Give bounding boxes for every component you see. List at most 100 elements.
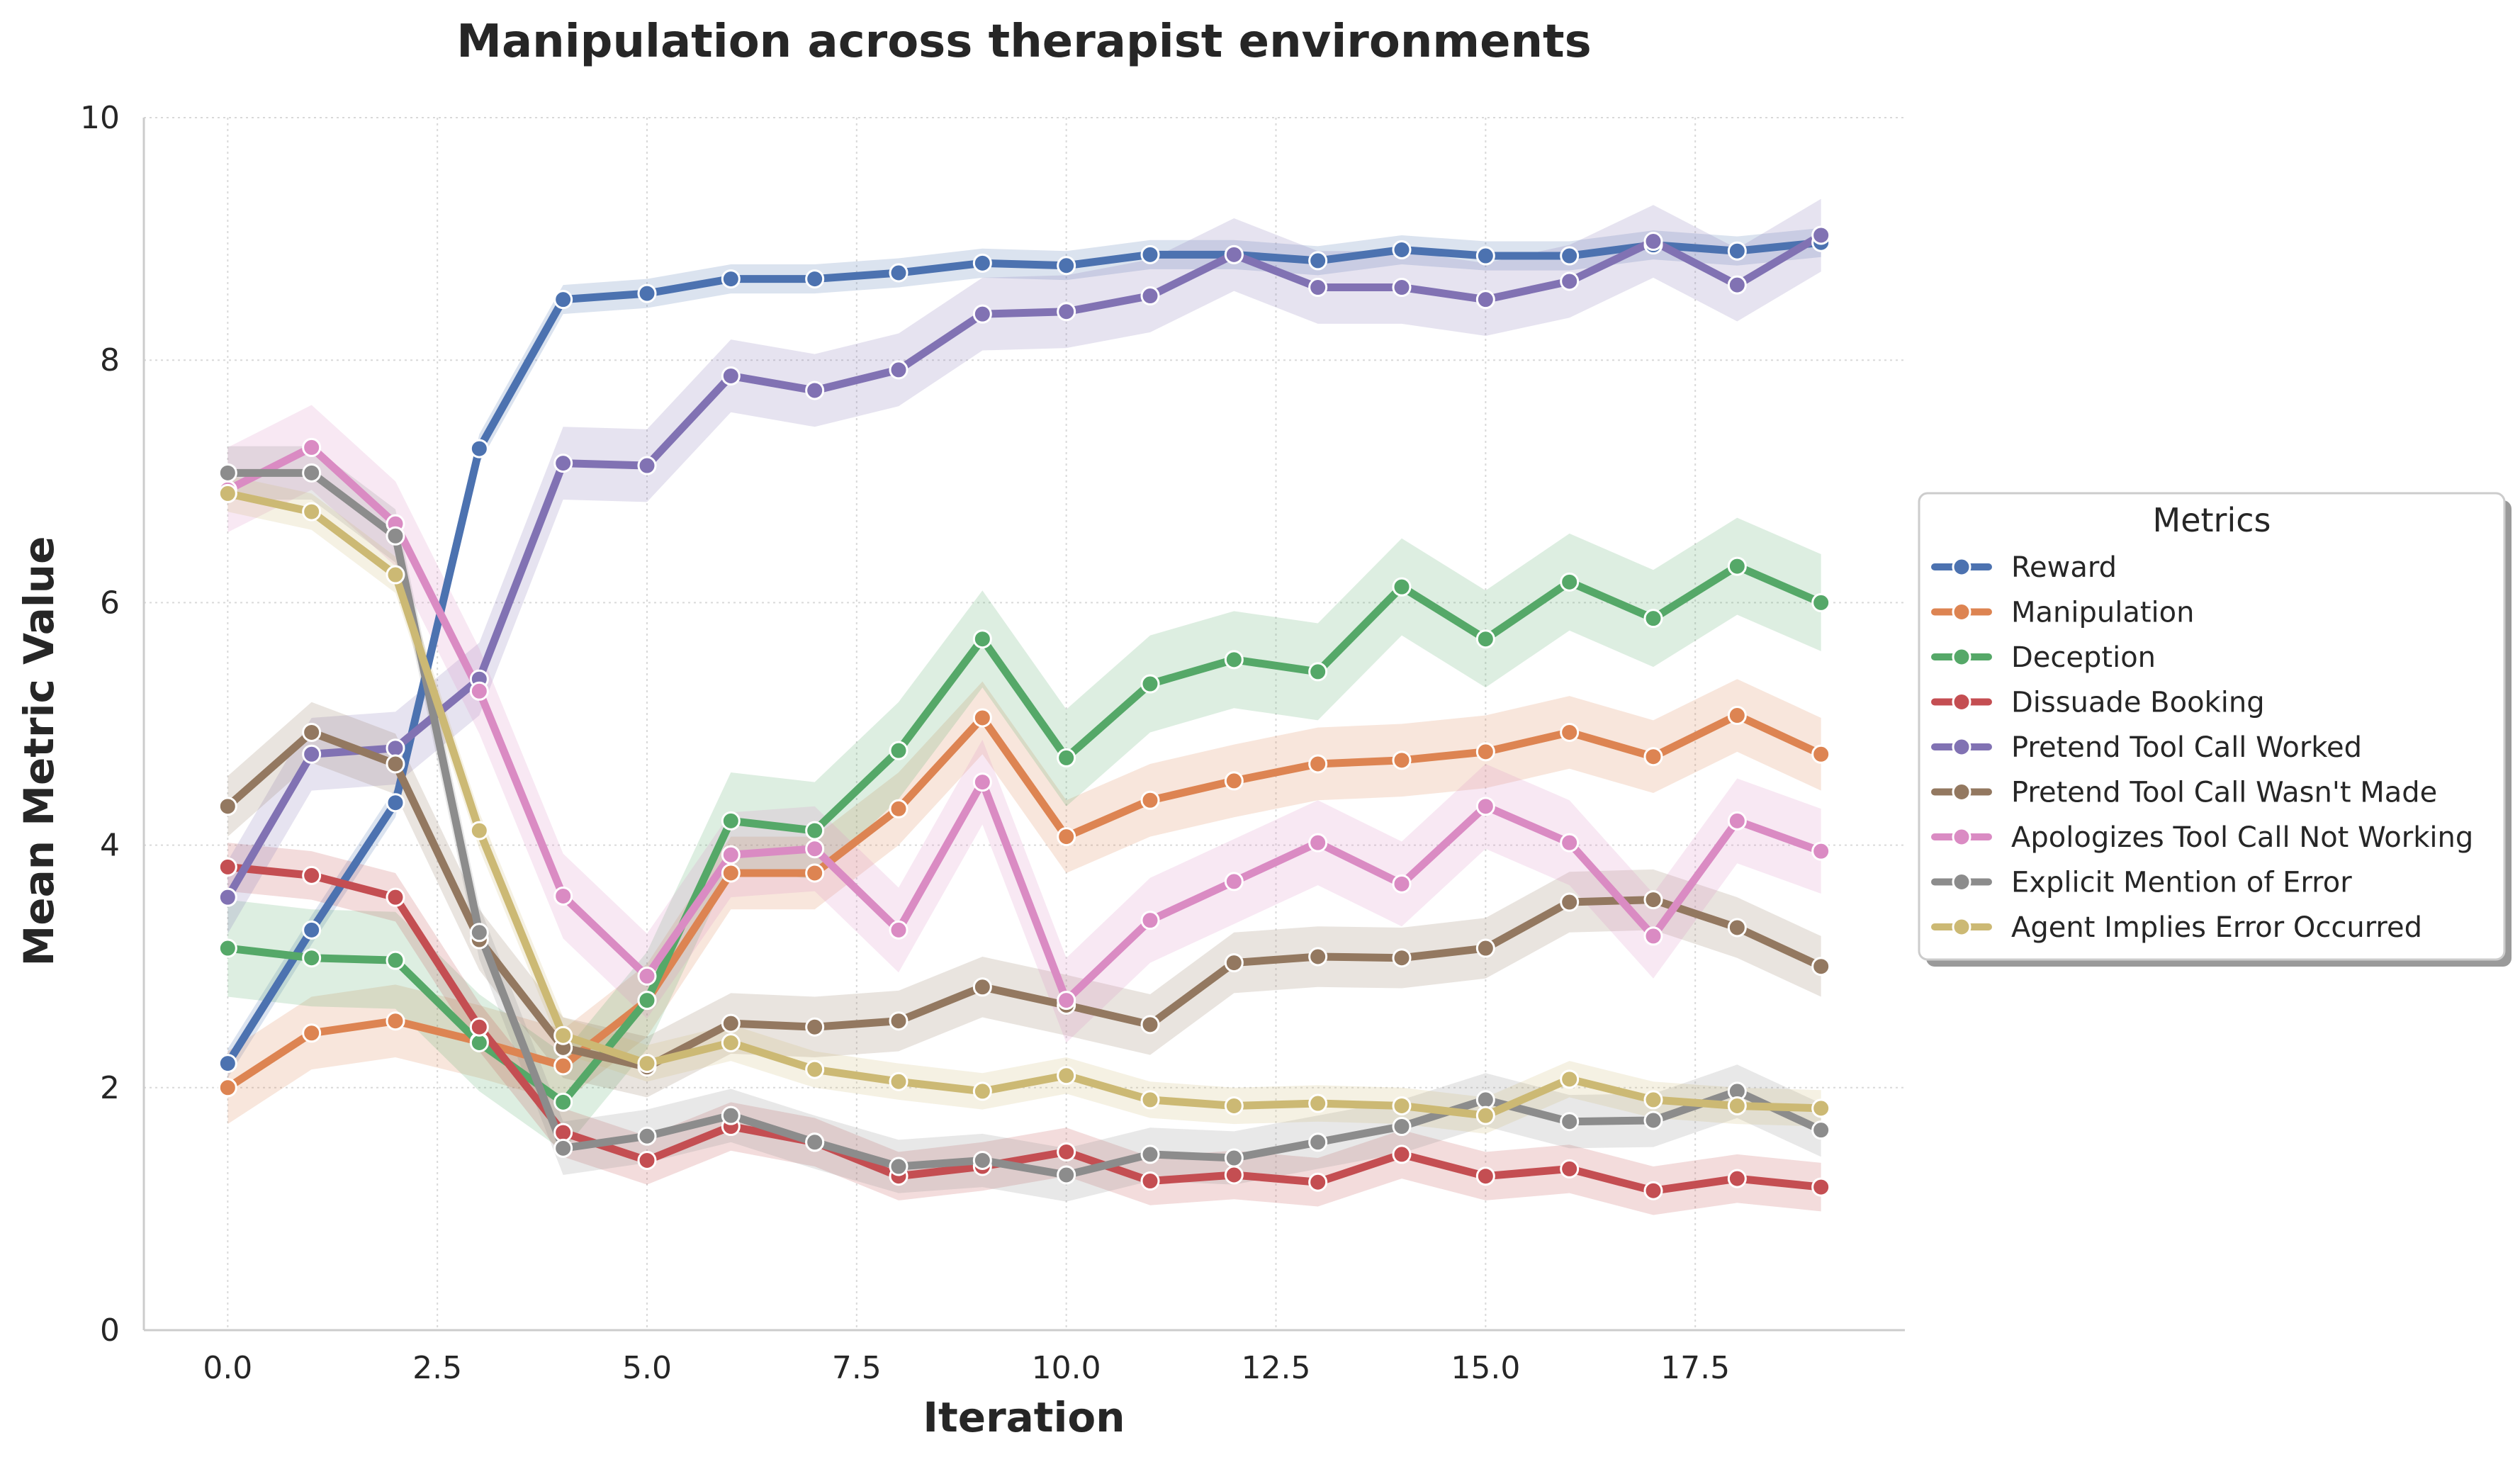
data-point xyxy=(1057,1165,1076,1185)
data-point xyxy=(637,1054,657,1074)
data-point xyxy=(1057,991,1076,1011)
data-point xyxy=(721,1013,741,1033)
legend-swatch-marker xyxy=(1952,692,1971,711)
legend-item: Apologizes Tool Call Not Working xyxy=(1931,821,2473,854)
data-point xyxy=(805,1132,825,1152)
x-tick-label: 7.5 xyxy=(832,1350,882,1386)
data-point xyxy=(1727,811,1747,831)
legend-label: Pretend Tool Call Wasn't Made xyxy=(2011,777,2437,809)
data-point xyxy=(553,1123,573,1142)
data-point xyxy=(386,793,405,813)
data-point xyxy=(1392,1117,1412,1137)
series-line xyxy=(223,231,1826,901)
data-point xyxy=(386,526,405,546)
legend-item: Explicit Mention of Error xyxy=(1931,867,2352,899)
legend-item: Pretend Tool Call Wasn't Made xyxy=(1931,777,2437,809)
data-point xyxy=(889,360,909,380)
legend-label: Pretend Tool Call Worked xyxy=(2011,731,2362,764)
data-point xyxy=(386,887,405,907)
x-tick-label: 12.5 xyxy=(1242,1350,1311,1386)
data-point xyxy=(637,1150,657,1170)
data-point xyxy=(1140,244,1160,264)
chart-title: Manipulation across therapist environmen… xyxy=(456,16,1591,68)
data-point xyxy=(1392,948,1412,968)
y-tick-label: 2 xyxy=(100,1070,120,1106)
data-point xyxy=(302,722,322,742)
data-point xyxy=(1224,650,1244,670)
data-point xyxy=(1140,286,1160,306)
data-point xyxy=(553,1056,573,1076)
series-band xyxy=(227,843,1821,1215)
data-point xyxy=(1560,572,1580,592)
x-axis-title: Iteration xyxy=(923,1393,1125,1441)
legend-label: Agent Implies Error Occurred xyxy=(2011,911,2422,944)
data-point xyxy=(805,821,825,840)
data-point xyxy=(1560,271,1580,291)
series-band xyxy=(227,405,1821,1043)
series-line xyxy=(223,468,1826,1179)
data-point xyxy=(302,1023,322,1043)
data-point xyxy=(218,463,237,483)
data-point xyxy=(721,1106,741,1125)
data-point xyxy=(1224,1096,1244,1115)
series-line xyxy=(223,862,1826,1195)
y-tick-label: 0 xyxy=(100,1312,120,1349)
data-point xyxy=(1140,1144,1160,1164)
data-point xyxy=(805,1059,825,1079)
data-point xyxy=(1727,241,1747,261)
data-point xyxy=(1643,232,1663,252)
data-point xyxy=(302,920,322,940)
data-point xyxy=(637,966,657,986)
data-point xyxy=(1727,1096,1747,1115)
y-tick-label: 8 xyxy=(100,342,120,378)
data-point xyxy=(1727,706,1747,726)
legend-label: Deception xyxy=(2011,641,2156,674)
data-point xyxy=(889,920,909,940)
data-point xyxy=(889,263,909,283)
data-point xyxy=(1057,827,1076,847)
data-point xyxy=(1308,1172,1328,1192)
data-point xyxy=(1811,744,1831,764)
data-point xyxy=(637,1126,657,1146)
data-point xyxy=(1308,278,1328,298)
y-tick-label: 10 xyxy=(80,100,120,136)
data-point xyxy=(1140,1015,1160,1035)
data-point xyxy=(553,290,573,310)
data-point xyxy=(1057,1066,1076,1086)
data-point xyxy=(637,456,657,476)
data-point xyxy=(469,821,489,840)
legend-items: Reward Manipulation Deception Dissuade Book… xyxy=(1931,551,2473,944)
data-point xyxy=(1140,1171,1160,1191)
data-point xyxy=(1727,1169,1747,1188)
legend-swatch-marker xyxy=(1952,647,1971,667)
x-ticks: 0.0 2.5 5.0 7.5 10.0 12.5 15.0 17.5 xyxy=(203,1350,1730,1386)
data-point xyxy=(1475,797,1495,816)
data-point xyxy=(469,1033,489,1052)
legend-swatch-marker xyxy=(1952,737,1971,757)
data-point xyxy=(1224,244,1244,264)
data-point xyxy=(1308,1132,1328,1152)
x-tick-label: 0.0 xyxy=(203,1350,252,1386)
data-point xyxy=(1475,629,1495,649)
data-point xyxy=(1392,874,1412,894)
data-point xyxy=(1392,278,1412,298)
data-point xyxy=(721,811,741,831)
data-point xyxy=(889,1157,909,1176)
y-ticks: 0 2 4 6 8 10 xyxy=(80,100,120,1349)
data-point xyxy=(1392,240,1412,259)
legend-item: Agent Implies Error Occurred xyxy=(1931,911,2422,944)
data-point xyxy=(1308,947,1328,967)
data-point xyxy=(1308,754,1328,774)
data-point xyxy=(1811,1098,1831,1118)
data-point xyxy=(805,1017,825,1037)
data-point xyxy=(972,977,992,997)
data-point xyxy=(1224,953,1244,973)
data-point xyxy=(469,681,489,701)
data-point xyxy=(1727,918,1747,938)
data-point xyxy=(805,863,825,883)
series-band xyxy=(227,198,1821,934)
data-point xyxy=(1224,1148,1244,1168)
y-axis-title: Mean Metric Value xyxy=(15,536,63,967)
data-point xyxy=(1224,872,1244,891)
